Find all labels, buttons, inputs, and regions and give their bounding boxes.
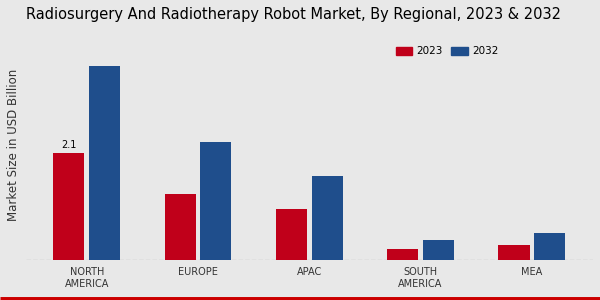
Bar [200, 142, 232, 260]
Bar [387, 249, 418, 260]
Text: Radiosurgery And Radiotherapy Robot Market, By Regional, 2023 & 2032: Radiosurgery And Radiotherapy Robot Mark… [26, 7, 560, 22]
Bar [311, 176, 343, 260]
Legend: 2023, 2032: 2023, 2032 [392, 42, 503, 61]
Bar [89, 66, 120, 260]
Bar [423, 240, 454, 260]
Bar [499, 245, 530, 260]
Bar [276, 209, 307, 260]
Bar [164, 194, 196, 260]
Y-axis label: Market Size in USD Billion: Market Size in USD Billion [7, 69, 20, 221]
Text: 2.1: 2.1 [61, 140, 77, 150]
Bar [534, 233, 565, 260]
Bar [53, 153, 85, 260]
